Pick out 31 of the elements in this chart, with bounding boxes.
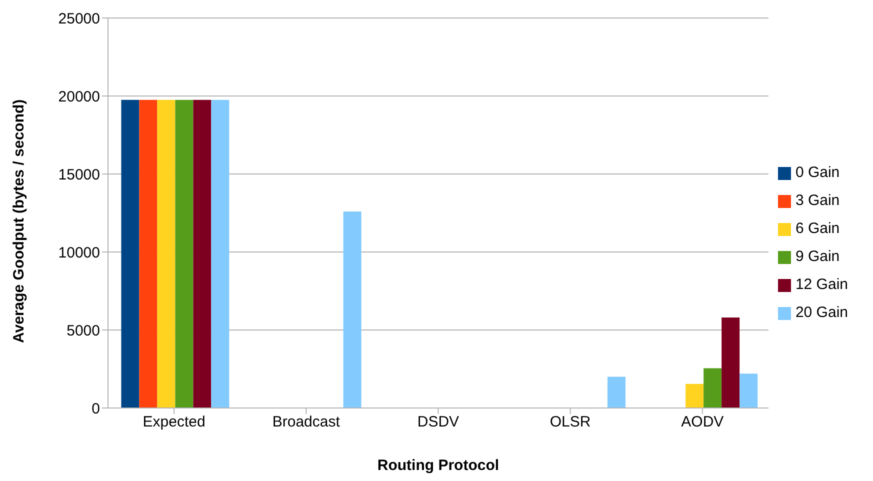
x-tick-label: OLSR [550, 414, 591, 431]
y-axis-title: Average Goodput (bytes / second) [10, 99, 28, 343]
x-tick-label: DSDV [417, 414, 460, 431]
y-tick-label: 5000 [66, 322, 100, 340]
bar [343, 211, 362, 408]
bar [704, 368, 722, 408]
bar [139, 100, 158, 408]
y-tick-label: 10000 [58, 244, 100, 262]
x-tick-label: Broadcast [272, 414, 341, 431]
bar [686, 384, 704, 408]
y-tick-label: 0 [92, 400, 100, 418]
y-tick-label: 25000 [58, 10, 100, 28]
bar [175, 100, 194, 408]
y-tick-label: 15000 [58, 166, 100, 184]
bar [157, 100, 176, 408]
legend-label: 0 Gain [795, 164, 840, 181]
y-tick-label: 20000 [58, 88, 100, 106]
bar [193, 100, 212, 408]
legend-label: 6 Gain [795, 220, 840, 237]
x-axis-title: Routing Protocol [377, 457, 500, 474]
bar [722, 318, 740, 408]
bar [211, 100, 230, 408]
bar [607, 376, 626, 408]
legend-label: 20 Gain [795, 304, 848, 321]
bar [740, 374, 758, 408]
legend-label: 3 Gain [795, 192, 840, 209]
x-tick-label: AODV [681, 414, 724, 431]
legend-label: 9 Gain [795, 248, 840, 265]
x-tick-label: Expected [142, 414, 206, 431]
legend-label: 12 Gain [795, 276, 848, 293]
bar [121, 100, 140, 408]
